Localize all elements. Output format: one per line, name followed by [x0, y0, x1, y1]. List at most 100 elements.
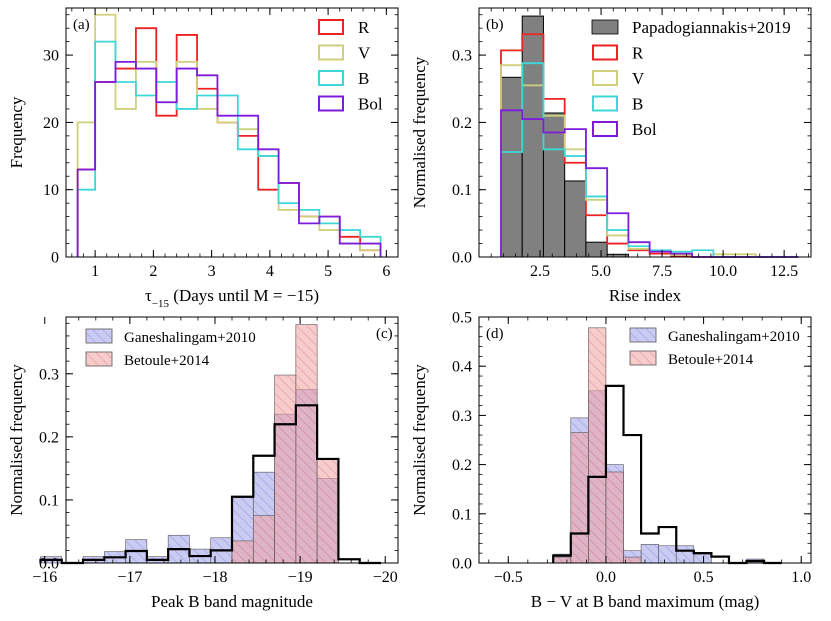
- y-axis-label: Normalised frequency: [410, 364, 429, 516]
- tick-marks: 2.5 5.0 7.5 10.0 12.5 0.0 0.1 0.2 0.3: [452, 8, 811, 280]
- legend-swatch-hatch: [630, 351, 656, 365]
- y-tick-label: 0.3: [452, 408, 472, 425]
- y-axis-label: Normalised frequency: [410, 56, 429, 208]
- y-tick-label: 0.4: [452, 359, 472, 376]
- x-tick-label: 10.0: [709, 263, 737, 280]
- bar-hatch-betoule-2014-9: [232, 540, 254, 563]
- step-line-bol: [76, 60, 382, 257]
- panel-c: −16 −17 −18 −19 −20 0.0 0.1 0.2 0.3 (c) Peak B b…: [7, 316, 399, 611]
- legend-label: V: [632, 69, 645, 88]
- y-tick-label: 0.1: [452, 182, 472, 199]
- panel-label: (a): [73, 17, 90, 33]
- bar-hatch-betoule-2014-13: [317, 458, 339, 563]
- y-tick-label: 0.1: [452, 506, 472, 523]
- legend-label: Betoule+2014: [124, 353, 210, 369]
- histogram-bars: [39, 324, 381, 565]
- x-tick-label: 1: [91, 263, 99, 280]
- x-tick-label: 12.5: [770, 263, 798, 280]
- legend: Ganeshalingam+2010 Betoule+2014: [629, 327, 800, 368]
- y-axis-label: Normalised frequency: [7, 364, 26, 516]
- x-axis-label: Peak B band magnitude: [151, 592, 313, 611]
- legend-swatch-hatch: [86, 352, 112, 366]
- step-line-total: [39, 404, 381, 565]
- bar-hatch-ganeshalingam-2010-6: [658, 545, 677, 563]
- legend-label: B: [358, 69, 369, 88]
- bar-papadogiannakis-2019-0: [500, 76, 523, 258]
- y-tick-label: 0.0: [452, 556, 472, 573]
- panel-d: −0.5 0.0 0.5 1.0 0.0 0.1 0.2 0.3 0.4 0.5 (d) B − …: [410, 310, 812, 611]
- x-tick-label: 0.0: [596, 569, 616, 586]
- histogram-bars: [76, 13, 382, 257]
- legend-swatch: [592, 44, 618, 61]
- legend-swatch: [318, 95, 344, 112]
- x-tick-label: −0.5: [494, 569, 523, 586]
- x-tick-label: 2.5: [530, 263, 550, 280]
- y-tick-label: 20: [43, 115, 59, 132]
- series-bol: [76, 60, 382, 257]
- legend-item-v: V: [592, 69, 645, 88]
- series-b: [76, 40, 382, 257]
- x-tick-label: −20: [373, 569, 398, 586]
- legend-item-r: R: [592, 44, 644, 63]
- x-axis-label: Rise index: [609, 286, 682, 305]
- bar-hatch-betoule-2014-10: [253, 515, 275, 563]
- bar-hatch-betoule-2014-11: [274, 375, 296, 563]
- x-tick-label: 7.5: [652, 263, 672, 280]
- tick-marks: 1 2 3 4 5 6 0 10 20 30: [43, 8, 398, 280]
- legend-swatch: [318, 19, 344, 35]
- x-tick-label: 3: [208, 263, 216, 280]
- panel-label: (b): [486, 17, 504, 33]
- legend-swatch: [318, 44, 344, 61]
- legend-label: Ganeshalingam+2010: [668, 329, 800, 345]
- legend-item-r: R: [318, 18, 370, 37]
- legend-item-ganeshalingam-2010: Ganeshalingam+2010: [85, 328, 256, 346]
- x-axis-label: τ−15 (Days until M = −15): [145, 286, 319, 310]
- legend-item-bol: Bol: [318, 95, 383, 114]
- legend-label: R: [632, 44, 644, 63]
- bar-hatch-ganeshalingam-2010-8: [693, 554, 712, 563]
- tick-marks: −16 −17 −18 −19 −20 0.0 0.1 0.2 0.3: [32, 317, 398, 586]
- legend: Papadogiannakis+2019 RVB Bol: [591, 18, 791, 139]
- panel-label: (c): [376, 326, 393, 342]
- legend: RVB Bol: [318, 18, 383, 114]
- bar-hatch-ganeshalingam-2010-7: [676, 545, 694, 563]
- x-tick-label: 4: [266, 263, 274, 280]
- x-tick-label: 1.0: [791, 569, 811, 586]
- legend-label: V: [358, 44, 371, 63]
- y-tick-label: 0.2: [452, 115, 472, 132]
- legend-item-papadogiannakis-2019: Papadogiannakis+2019: [591, 18, 791, 37]
- series-total: [39, 404, 381, 565]
- legend-swatch-hatch: [86, 329, 112, 343]
- series-betoule-2014: [231, 324, 339, 564]
- legend-swatch-hatch: [630, 328, 656, 342]
- legend: Ganeshalingam+2010 Betoule+2014: [85, 328, 256, 369]
- bar-hatch-ganeshalingam-2010-5: [641, 544, 659, 563]
- x-tick-label: −16: [32, 569, 57, 586]
- bar-papadogiannakis-2019-3: [564, 180, 587, 258]
- axes-frame: [478, 7, 812, 258]
- legend-swatch: [592, 121, 618, 137]
- x-tick-label: 0.5: [694, 569, 714, 586]
- y-tick-label: 0: [51, 250, 59, 267]
- legend-swatch: [591, 19, 619, 35]
- legend-item-b: B: [318, 69, 369, 88]
- legend-label: R: [358, 18, 370, 37]
- bar-papadogiannakis-2019-1: [521, 15, 544, 258]
- bar-hatch-betoule-2014-12: [295, 324, 318, 563]
- legend-label: Betoule+2014: [668, 352, 754, 368]
- step-line-b: [76, 40, 382, 257]
- panel-label: (d): [486, 326, 504, 342]
- bar-hatch-betoule-2014-4: [623, 557, 642, 563]
- bar-hatch-betoule-2014-0: [553, 557, 571, 563]
- histogram-bars: [552, 327, 782, 565]
- legend-item-betoule-2014: Betoule+2014: [85, 351, 210, 369]
- x-tick-label: −17: [117, 569, 142, 586]
- bar-papadogiannakis-2019-2: [542, 112, 566, 258]
- bar-hatch-betoule-2014-2: [588, 327, 606, 563]
- series-betoule-2014: [552, 327, 642, 564]
- legend-label: Bol: [358, 95, 383, 114]
- x-tick-label: 6: [382, 263, 390, 280]
- legend-label: Papadogiannakis+2019: [632, 18, 791, 37]
- x-tick-label: 5.0: [591, 263, 611, 280]
- legend-swatch: [592, 95, 618, 112]
